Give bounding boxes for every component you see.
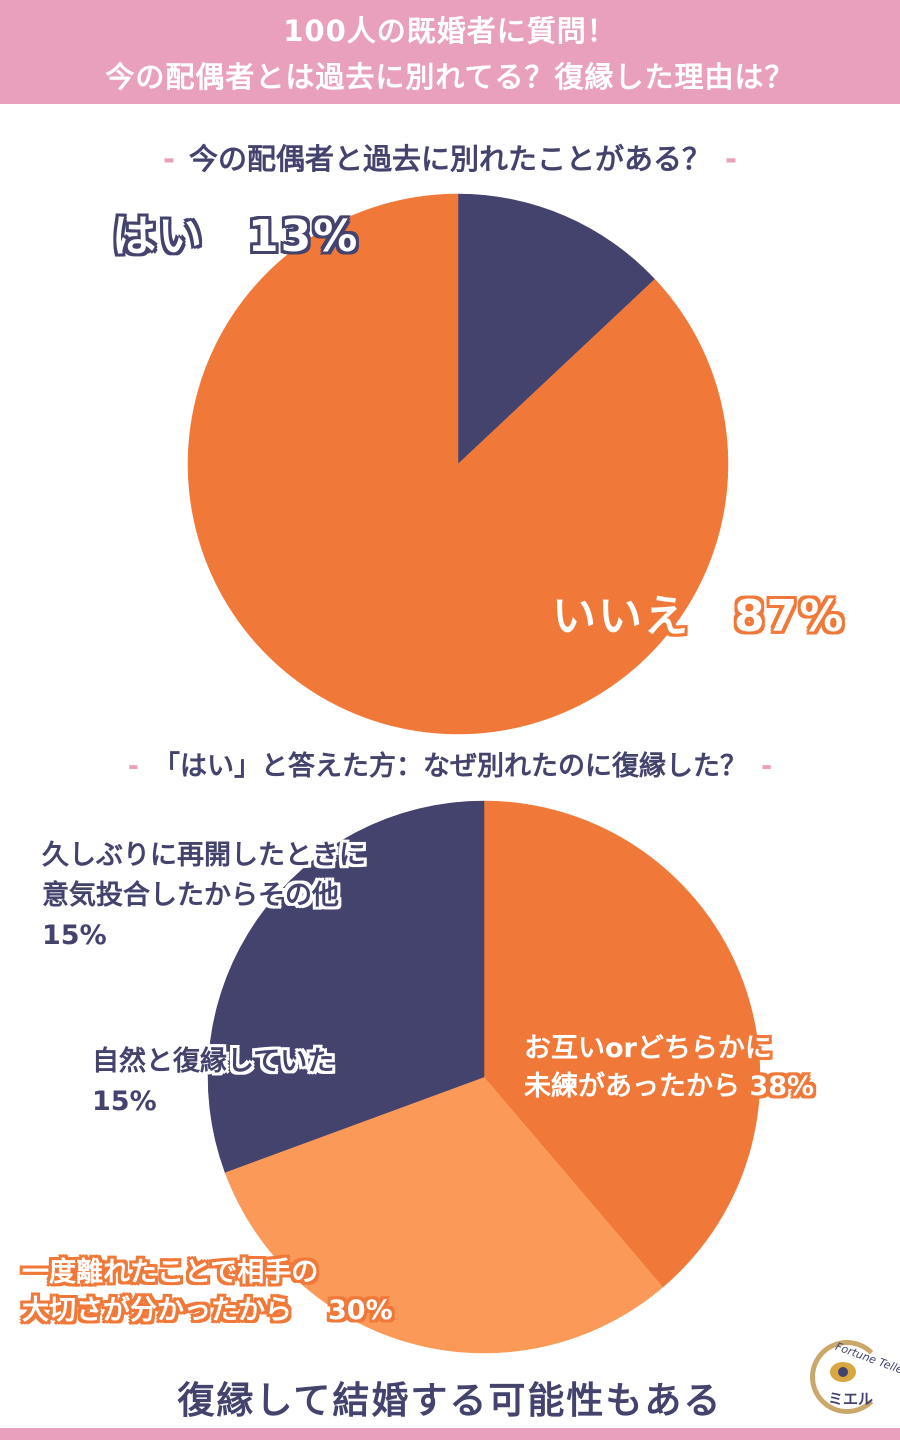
pie1-value-yes: 13% — [248, 211, 360, 262]
pie2-slice-0 — [483, 800, 761, 1288]
pie-chart-2 — [207, 800, 761, 1354]
pie2-slice-2 — [207, 918, 485, 1173]
pie1-label-no: いいえ 87% — [552, 580, 845, 644]
pie1-label-no-text: いいえ — [552, 591, 690, 642]
pie1-slice-0 — [457, 193, 656, 465]
pie2-label-lingering-line2: 未練があったから — [524, 1071, 740, 1102]
header-title-line1: 100人の既婚者に質問！ — [283, 14, 617, 48]
bottom-bar — [0, 1428, 900, 1440]
logo-ring — [810, 1340, 884, 1414]
question2-title: - 「はい」と答えた方：なぜ別れたのに復縁した？ - — [0, 744, 900, 783]
logo-name: ミエル — [828, 1390, 874, 1408]
eye-pupil — [838, 1367, 848, 1377]
pie2-value-realized: 30% — [328, 1295, 393, 1326]
pie2-slice-1 — [224, 1076, 664, 1354]
brand-logo: Fortune Teller ミエル — [806, 1336, 900, 1416]
header-title-line2: 今の配偶者とは過去に別れてる？復縁した理由は？ — [105, 60, 795, 94]
pie2-label-reunion: 久しぶりに再開したときに 意気投合したからその他 15% — [42, 836, 366, 956]
title-dash: - — [162, 142, 175, 176]
question1-text: 今の配偶者と過去に別れたことがある？ — [188, 142, 711, 176]
pie-chart-1 — [187, 193, 729, 735]
pie2-value-lingering: 38% — [749, 1071, 815, 1102]
pie2-label-natural-line1: 自然と復縁していた — [92, 1046, 335, 1077]
pie2-label-lingering-line1: お互いorどちらかに — [524, 1033, 772, 1064]
pie2-label-realized-line2: 大切さが分かったから — [22, 1295, 292, 1326]
title-dash: - — [127, 751, 139, 782]
pie2-label-realized-line1: 一度離れたことで相手の — [22, 1257, 319, 1288]
pie1-slice-1 — [187, 193, 729, 735]
question1-title: - 今の配偶者と過去に別れたことがある？ - — [0, 136, 900, 178]
header-banner: 100人の既婚者に質問！ 今の配偶者とは過去に別れてる？復縁した理由は？ — [0, 0, 900, 104]
title-dash: - — [761, 751, 773, 782]
question2-text: 「はい」と答えた方：なぜ別れたのに復縁した？ — [153, 751, 747, 782]
title-dash: - — [725, 142, 738, 176]
pie2-value-reunion: 15% — [42, 920, 107, 951]
pie1-label-yes-text: はい — [112, 211, 204, 262]
pie2-label-realized: 一度離れたことで相手の 大切さが分かったから 30% — [22, 1254, 393, 1330]
pie2-value-natural: 15% — [92, 1086, 157, 1117]
pie1-value-no: 87% — [734, 591, 846, 642]
pie2-label-reunion-line2: 意気投合したからその他 — [42, 880, 339, 911]
pie2-label-lingering: お互いorどちらかに 未練があったから 38% — [524, 1030, 814, 1106]
pie1-label-yes: はい 13% — [112, 200, 359, 264]
footer-conclusion: 復縁して結婚する可能性もある — [177, 1379, 723, 1422]
pie2-slice-3 — [257, 800, 485, 1078]
pie2-label-reunion-line1: 久しぶりに再開したときに — [42, 840, 366, 871]
pie2-label-natural: 自然と復縁していた 15% — [92, 1042, 334, 1122]
